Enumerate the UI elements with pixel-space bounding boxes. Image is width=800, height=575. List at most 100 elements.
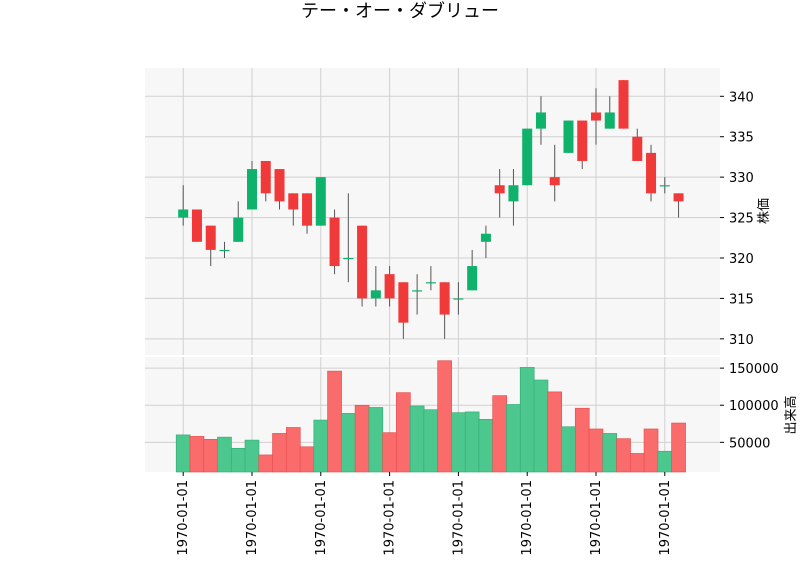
volume-bar (230, 447, 246, 473)
x-tick-label: 1970-01-01 (658, 480, 673, 556)
volume-axis-label: 出来高 (783, 395, 799, 434)
volume-bar (437, 360, 452, 473)
candle-up (370, 290, 381, 299)
volume-bar (396, 392, 411, 473)
candle-down (384, 274, 395, 299)
candle-down (646, 152, 657, 194)
volume-bar (451, 412, 466, 473)
x-tick-label: 1970-01-01 (451, 480, 466, 556)
candle-up (425, 282, 436, 284)
candle-up (178, 209, 189, 218)
x-tick-label: 1970-01-01 (383, 480, 398, 556)
volume-bar (313, 419, 329, 473)
price-tick-label: 315 (729, 292, 754, 307)
candle-down (205, 225, 216, 250)
candle-up (522, 128, 533, 186)
volume-bar (327, 370, 342, 473)
x-tick-label: 1970-01-01 (314, 480, 329, 556)
x-tick-label: 1970-01-01 (520, 480, 535, 556)
candle-down (329, 217, 340, 267)
price-tick-label: 330 (729, 171, 754, 186)
candle-down (549, 177, 560, 186)
x-tick-label: 1970-01-01 (245, 480, 260, 556)
volume-bar (574, 407, 590, 473)
volume-bar (244, 439, 260, 473)
volume-bar (629, 453, 645, 473)
candle-down (302, 193, 313, 226)
candle-up (219, 249, 230, 252)
price-panel-bg (145, 68, 720, 355)
candle-up (247, 169, 257, 210)
candle-down (591, 112, 601, 121)
volume-bar (464, 411, 480, 473)
volume-panel: 50000 100000 150000 (145, 357, 779, 473)
candle-up (412, 290, 423, 292)
volume-bar (382, 432, 397, 473)
candle-up (467, 266, 478, 291)
price-tick-label: 325 (729, 212, 754, 227)
candle-down (673, 193, 684, 202)
volume-bar (299, 446, 315, 473)
volume-bar (189, 436, 205, 473)
volume-bar (423, 409, 439, 473)
candle-down (618, 80, 629, 129)
volume-bar (478, 419, 494, 473)
candle-up (453, 298, 464, 300)
candle-down (398, 282, 409, 323)
volume-bar (519, 367, 535, 473)
candle-down (260, 160, 271, 194)
volume-tick-label: 100000 (729, 399, 779, 414)
candle-up (563, 120, 574, 153)
volume-bar (616, 438, 631, 473)
volume-bar (533, 379, 549, 473)
candle-down (439, 282, 450, 315)
volume-bar (175, 434, 191, 473)
price-axis-label: 株価 (757, 198, 772, 224)
volume-tick-label: 150000 (729, 362, 779, 377)
volume-bar (643, 428, 659, 473)
volume-bar (203, 439, 219, 473)
candle-down (357, 225, 368, 299)
price-tick-label: 310 (729, 333, 754, 348)
volume-bar (409, 405, 425, 473)
volume-tick-label: 50000 (729, 436, 770, 451)
candle-up (508, 185, 519, 202)
price-tick-label: 340 (729, 90, 754, 105)
volume-bar (547, 391, 563, 473)
candle-up (233, 217, 244, 242)
candle-down (577, 120, 588, 161)
volume-bar (258, 454, 274, 473)
candle-down (494, 185, 505, 194)
x-tick-label: 1970-01-01 (176, 480, 191, 556)
volume-bar (217, 436, 232, 473)
candle-up (535, 112, 546, 129)
volume-bar (272, 433, 287, 473)
candle-up (604, 112, 615, 129)
candle-down (274, 169, 285, 202)
volume-bar (588, 428, 604, 473)
candle-up (315, 177, 326, 226)
price-tick-label: 335 (729, 131, 754, 146)
chart-title: テー・オー・ダブリュー (301, 0, 499, 22)
price-panel: 310 315 320 325 330 335 340 (145, 68, 754, 355)
price-tick-label: 320 (729, 252, 754, 267)
volume-bar (657, 450, 673, 473)
volume-bar (341, 413, 356, 473)
candle-up (480, 233, 491, 242)
x-axis: 1970-01-01 1970-01-01 1970-01-01 1970-01-01… (176, 472, 673, 556)
candle-down (288, 193, 299, 210)
volume-bar (561, 426, 576, 473)
candle-up (659, 185, 670, 187)
candle-down (191, 209, 202, 242)
volume-bar (368, 407, 384, 473)
candle-down (632, 136, 643, 161)
candle-up (343, 257, 354, 260)
volume-bar (285, 427, 301, 473)
volume-bar (492, 395, 507, 473)
volume-bar (354, 404, 370, 473)
volume-bar (506, 404, 521, 473)
volume-bar (671, 422, 686, 473)
x-tick-label: 1970-01-01 (589, 480, 604, 556)
